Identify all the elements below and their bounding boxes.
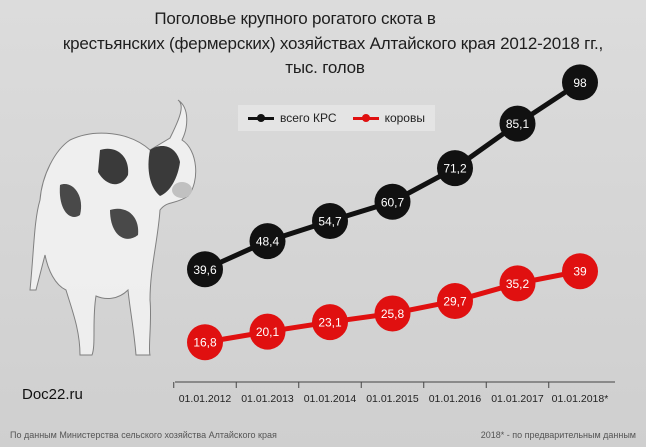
series-layer: 39,6 48,4 54,7 60,7 71,2 85,1 98 16,8 20,1 23,1 25… <box>187 64 598 361</box>
data-point <box>437 150 473 187</box>
x-tick-label: 01.01.2014 <box>304 393 357 405</box>
data-label: 39,6 <box>193 263 217 277</box>
data-label: 29,7 <box>443 294 467 308</box>
preliminary-note: 2018* - по предварительным данным <box>480 430 636 440</box>
data-label: 71,2 <box>443 162 467 176</box>
x-tick-label: 01.01.2012 <box>179 393 232 405</box>
x-tick-label: 01.01.2018* <box>552 393 609 405</box>
legend: всего КРС коровы <box>238 105 435 131</box>
data-label: 39 <box>573 265 587 279</box>
data-label: 54,7 <box>318 214 342 228</box>
x-tick-label: 01.01.2016 <box>429 393 482 405</box>
data-label: 20,1 <box>256 325 280 339</box>
data-point <box>374 295 411 332</box>
data-point <box>499 105 536 142</box>
data-point <box>562 253 598 290</box>
legend-swatch-cows <box>352 113 379 122</box>
x-tick-label: 01.01.2013 <box>241 393 294 405</box>
data-point <box>187 324 223 361</box>
source-note: По данным Министерства сельского хозяйст… <box>10 430 277 440</box>
chart-title-line-2: крестьянских (фермерских) хозяйствах Алт… <box>62 34 604 53</box>
data-point <box>312 304 348 341</box>
x-tick-label: 01.01.2015 <box>366 393 419 405</box>
data-label: 16,8 <box>193 336 217 350</box>
data-label: 25,8 <box>381 307 405 321</box>
data-point <box>374 183 411 220</box>
legend-swatch-total <box>248 113 274 122</box>
data-point <box>249 223 286 260</box>
x-axis-ticks: 01.01.2012 01.01.2013 01.01.2014 01.01.2015… <box>173 382 609 405</box>
cow-illustration <box>29 99 197 356</box>
data-label: 48,4 <box>256 235 280 249</box>
legend-item-total: всего КРС <box>248 111 337 125</box>
legend-label-total: всего КРС <box>280 111 337 125</box>
data-point <box>499 265 536 302</box>
watermark: Doc22.ru <box>22 386 83 403</box>
chart-title-line-1: Поголовье крупного рогатого скота в <box>154 9 436 28</box>
data-point <box>249 313 286 350</box>
data-point <box>312 202 348 239</box>
data-label: 35,2 <box>506 277 530 291</box>
legend-label-cows: коровы <box>384 111 425 125</box>
data-point <box>562 64 598 101</box>
legend-item-cows: коровы <box>352 111 425 125</box>
data-label: 98 <box>573 76 587 90</box>
data-label: 60,7 <box>381 195 405 209</box>
data-label: 23,1 <box>318 316 342 330</box>
x-tick-label: 01.01.2017 <box>491 393 544 405</box>
data-point <box>437 282 473 319</box>
data-label: 85,1 <box>506 117 530 131</box>
chart-title-line-3: тыс. голов <box>285 58 365 77</box>
data-point <box>187 251 223 288</box>
